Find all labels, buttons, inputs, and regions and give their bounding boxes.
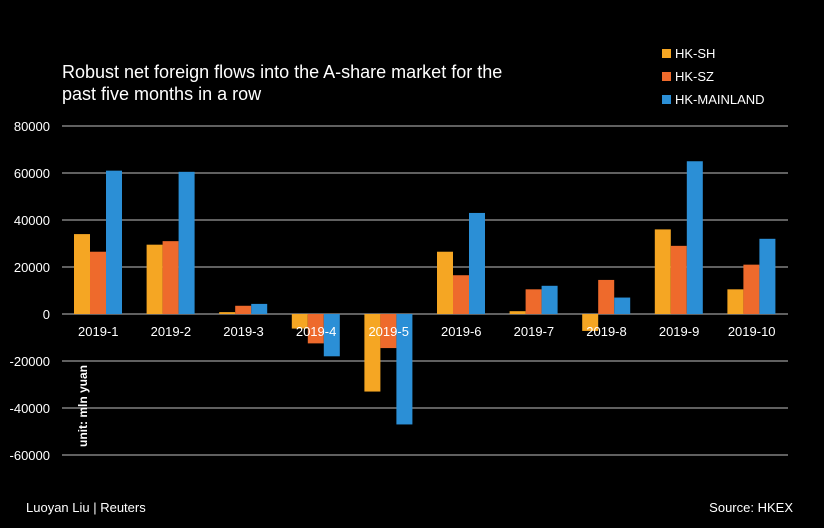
x-tick-label: 2019-4: [296, 324, 336, 339]
legend-label-hk-sz: HK-SZ: [675, 69, 714, 84]
bar: [743, 264, 760, 314]
bar: [251, 303, 268, 314]
x-tick-label: 2019-10: [728, 324, 776, 339]
bar: [541, 285, 558, 314]
legend-swatch-hk-sh: [662, 49, 671, 58]
bar: [74, 234, 90, 314]
bar: [235, 305, 252, 314]
y-tick-label: -40000: [10, 401, 50, 416]
credit-text: Luoyan Liu | Reuters: [26, 500, 146, 515]
bar: [469, 212, 485, 314]
bar: [670, 245, 687, 314]
bar: [654, 229, 671, 314]
bar: [178, 171, 195, 314]
y-tick-label: 0: [43, 307, 50, 322]
x-tick-label: 2019-5: [368, 324, 408, 339]
bar: [582, 314, 599, 331]
bar: [727, 289, 744, 314]
bar: [525, 289, 542, 314]
bar: [437, 251, 453, 314]
x-tick-label: 2019-8: [586, 324, 626, 339]
bar: [380, 314, 397, 349]
legend-item-hk-sz: HK-SZ: [662, 65, 765, 88]
source-text: Source: HKEX: [709, 500, 793, 515]
bar: [598, 279, 615, 314]
x-tick-label: 2019-1: [78, 324, 118, 339]
legend-label-hk-mainland: HK-MAINLAND: [675, 92, 765, 107]
bar: [291, 314, 308, 329]
legend-swatch-hk-mainland: [662, 95, 671, 104]
legend-item-hk-sh: HK-SH: [662, 42, 765, 65]
bar: [219, 312, 236, 314]
y-tick-label: 60000: [14, 166, 50, 181]
bar: [759, 238, 776, 314]
x-tick-label: 2019-2: [151, 324, 191, 339]
x-tick-label: 2019-6: [441, 324, 481, 339]
bar: [307, 314, 324, 344]
bar: [453, 275, 469, 314]
bar: [396, 314, 413, 425]
y-tick-label: -60000: [10, 448, 50, 463]
y-tick-label: 20000: [14, 260, 50, 275]
bar: [686, 161, 703, 314]
bar: [146, 244, 163, 314]
x-tick-label: 2019-3: [223, 324, 263, 339]
y-tick-label: 40000: [14, 213, 50, 228]
chart-title: Robust net foreign flows into the A-shar…: [62, 62, 503, 104]
legend-item-hk-mainland: HK-MAINLAND: [662, 88, 765, 111]
bar: [90, 251, 106, 314]
y-tick-label: 80000: [14, 119, 50, 134]
bar: [323, 314, 340, 357]
legend-swatch-hk-sz: [662, 72, 671, 81]
bar: [509, 311, 526, 314]
y-axis-unit-label: unit: mln yuan: [76, 365, 90, 447]
legend: HK-SH HK-SZ HK-MAINLAND: [662, 42, 765, 111]
bar: [162, 241, 179, 314]
y-tick-label: -20000: [10, 354, 50, 369]
bar: [614, 297, 631, 314]
bar: [106, 170, 122, 314]
legend-label-hk-sh: HK-SH: [675, 46, 716, 61]
bar: [364, 314, 381, 392]
x-tick-label: 2019-9: [659, 324, 699, 339]
x-tick-label: 2019-7: [514, 324, 554, 339]
